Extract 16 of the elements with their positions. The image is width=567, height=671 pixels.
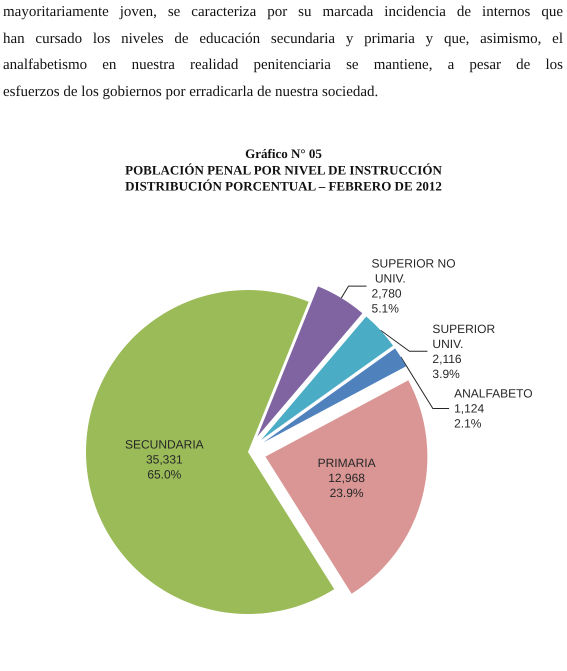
slice-label: PRIMARIA — [318, 456, 376, 470]
chart-subtitle: POBLACIÓN PENAL POR NIVEL DE INSTRUCCIÓN DISTRIBUCIÓN PORCENTUAL – FEBRERO DE 2012 — [125, 162, 442, 194]
slice-label: SECUNDARIA — [124, 437, 204, 452]
slice-label: ANALFABETO — [454, 386, 533, 400]
data-label: 2,780 5.1% — [372, 286, 402, 316]
slice-label: SUPERIOR UNIV. — [432, 322, 498, 351]
text: mayoritariamente joven, se caracteriza por su marcada incidencia de internos que — [3, 3, 563, 22]
data-label: 35,331 65.0% — [146, 452, 184, 482]
text: analfabetismo en nuestra realidad penitenciaria se mantiene, a pesar de los — [3, 56, 563, 75]
slice-label: SUPERIOR NO UNIV. — [372, 256, 456, 286]
data-label: 1,124 2.1% — [454, 401, 484, 430]
data-label: 2,116 3.9% — [432, 352, 462, 381]
text: han cursado los niveles de educación secundaria y primaria y que, asimismo, el — [3, 30, 563, 48]
chart-title: Gráfico N° 05 — [245, 146, 322, 161]
text: esfuerzos de los gobiernos por erradicarla de nuestra sociedad. — [3, 82, 380, 102]
data-label: 12,968 23.9% — [328, 471, 366, 500]
